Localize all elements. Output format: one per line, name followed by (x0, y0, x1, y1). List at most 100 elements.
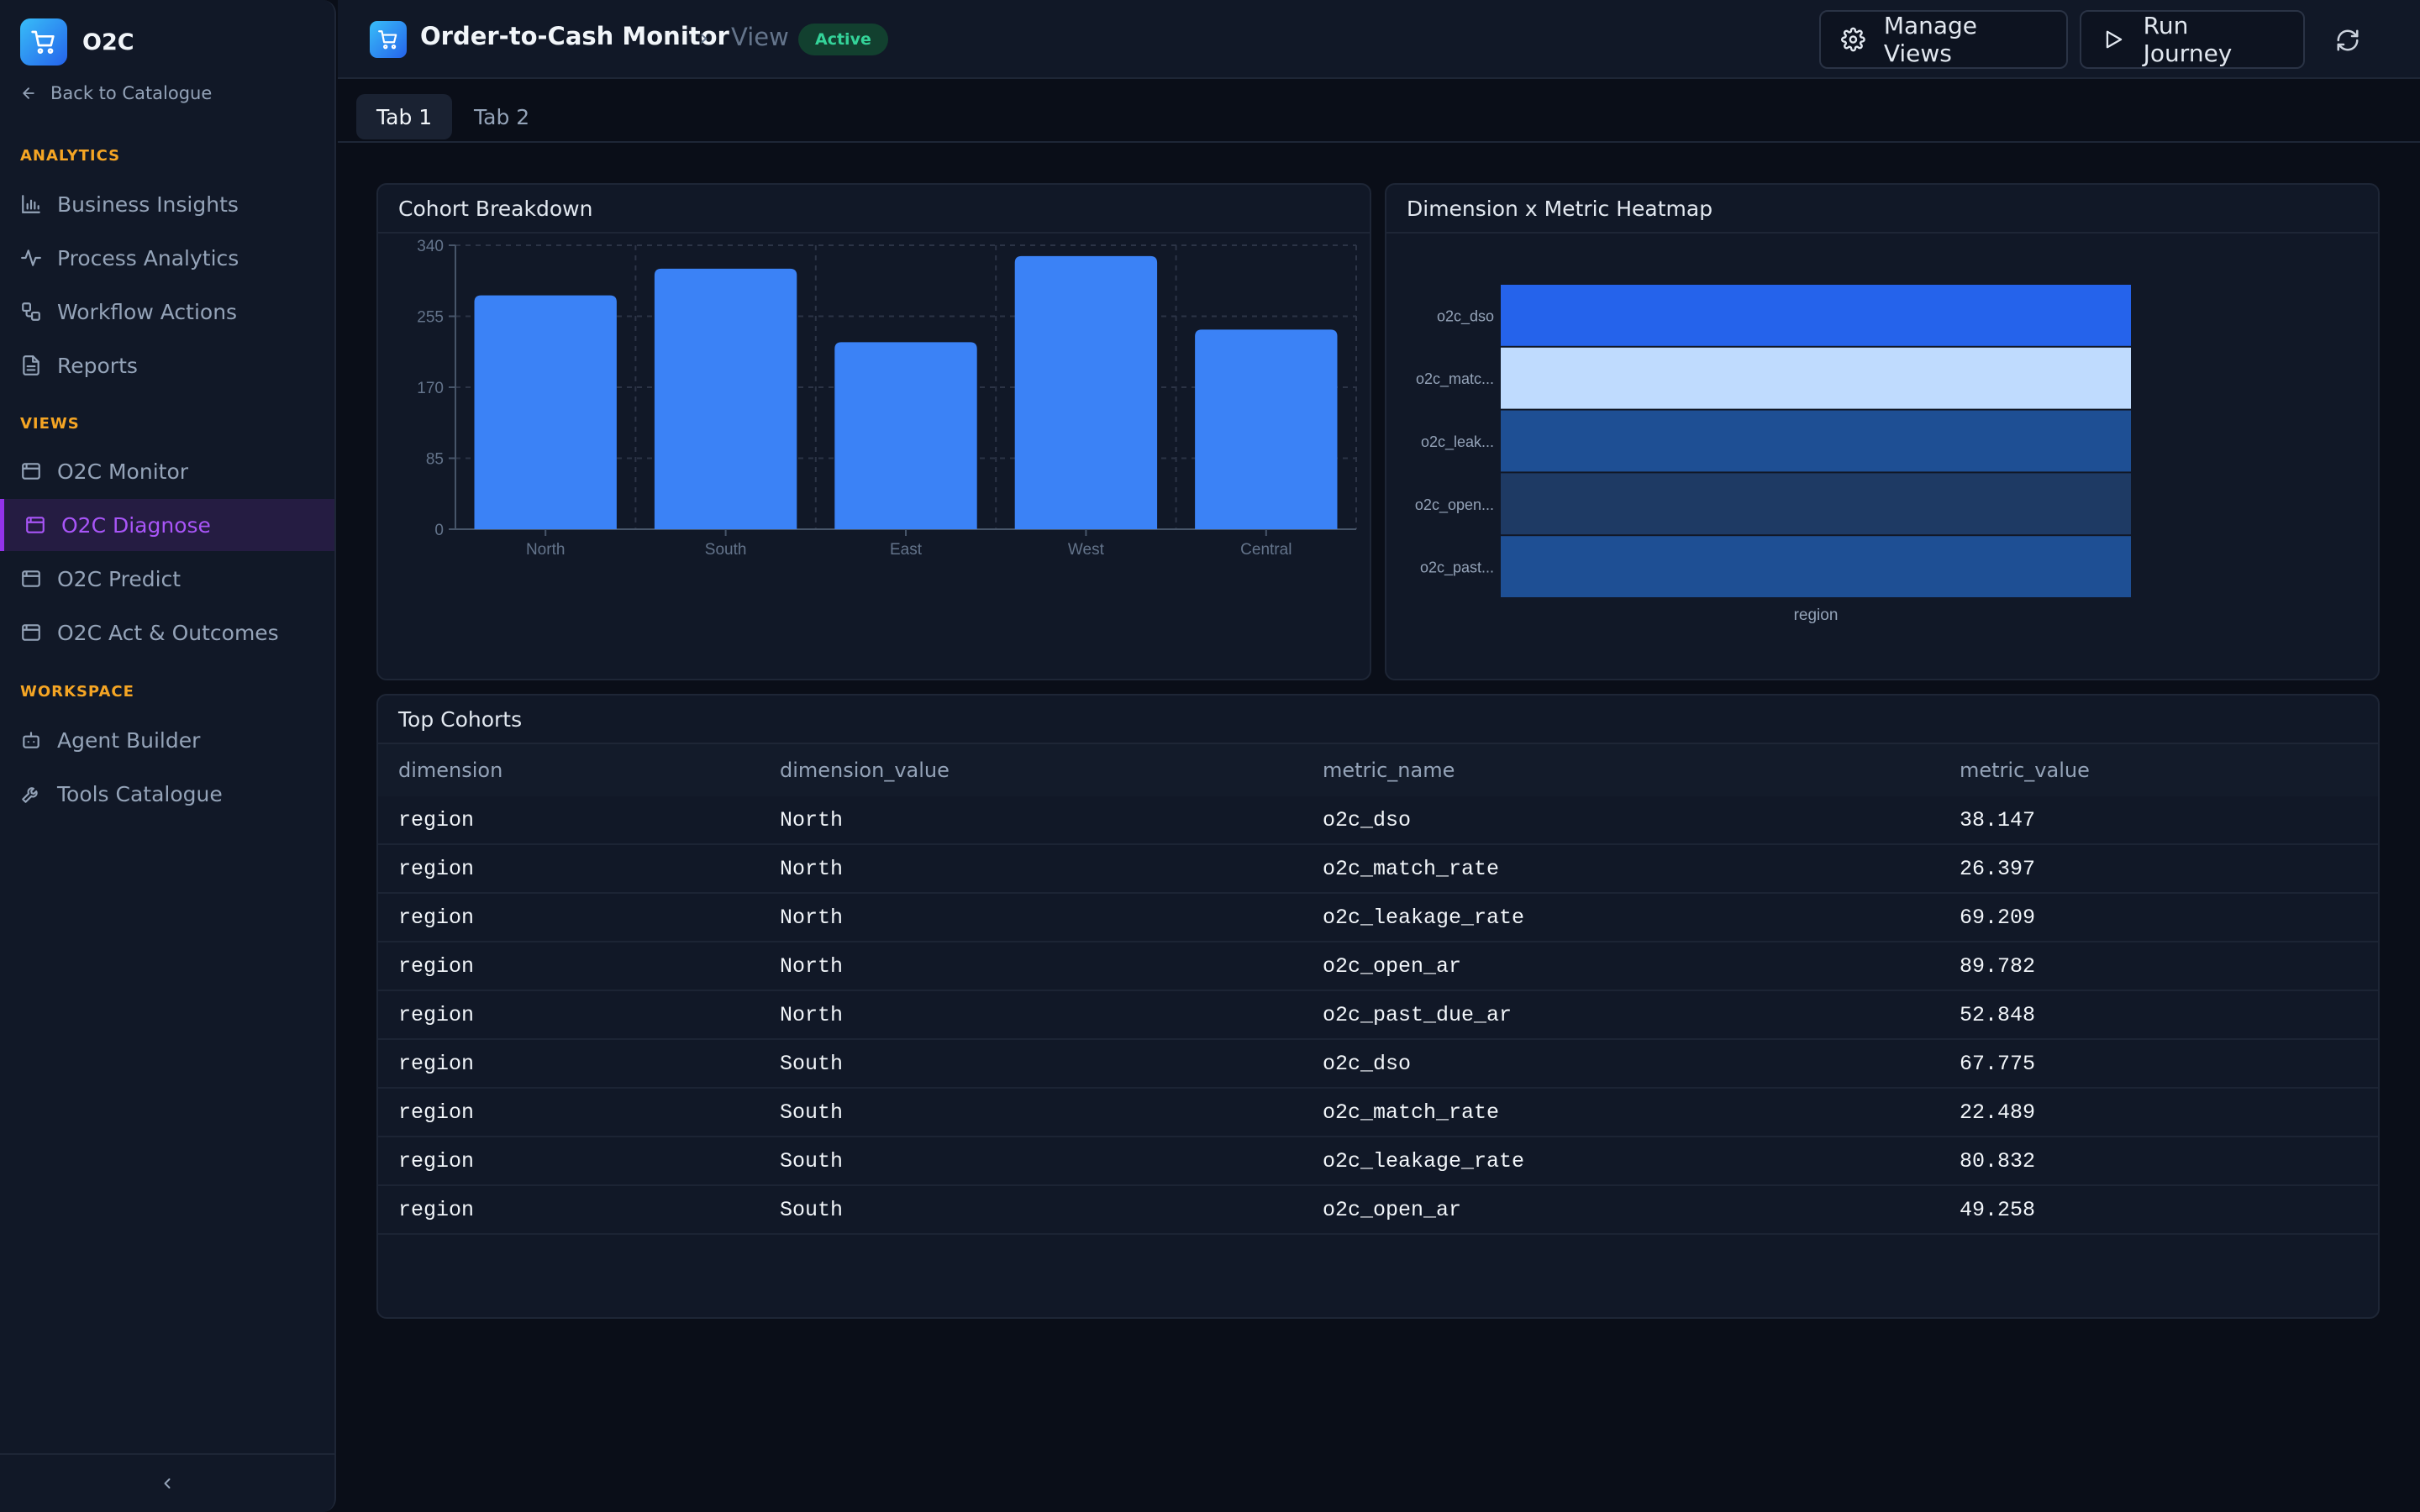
cell-dimension-value: North (780, 857, 844, 881)
y-tick-label: 340 (417, 238, 444, 255)
page-title: Order-to-Cash Monitor (420, 22, 729, 50)
y-tick-label: 85 (426, 451, 444, 469)
card-divider (378, 743, 2378, 744)
cell-metric-value: 38.147 (1960, 808, 2036, 832)
heatmap-cell[interactable] (1501, 473, 2131, 535)
table-row[interactable]: region North o2c_match_rate 26.397 (378, 845, 2378, 894)
report-icon (23, 355, 39, 375)
cell-dimension: region (398, 1052, 475, 1076)
heatmap: o2c_dso o2c_matc... o2c_leak... o2c_open...… (1415, 285, 2131, 624)
collapse-sidebar-button[interactable] (0, 1453, 334, 1512)
section-label-analytics: ANALYTICS (20, 147, 121, 165)
refresh-icon (2337, 29, 2359, 51)
bar-central[interactable] (1195, 329, 1338, 529)
table-row[interactable]: region South o2c_match_rate 22.489 (378, 1089, 2378, 1137)
x-tick-label: Central (1240, 541, 1292, 559)
heatmap-x-label: region (1794, 606, 1839, 624)
x-tick-label: East (890, 541, 923, 559)
sidebar-item-label: Process Analytics (57, 245, 239, 270)
column-header-metric-name[interactable]: metric_name (1323, 759, 1455, 782)
bot-icon (23, 732, 39, 748)
table-row[interactable]: region South o2c_dso 67.775 (378, 1040, 2378, 1089)
cell-dimension-value: South (780, 1198, 844, 1222)
heatmap-cell[interactable] (1501, 536, 2131, 597)
cell-metric-name: o2c_open_ar (1323, 1198, 1462, 1222)
cell-metric-name: o2c_match_rate (1323, 1100, 1500, 1125)
table-row[interactable]: region North o2c_open_ar 89.782 (378, 942, 2378, 991)
heatmap-cell[interactable] (1501, 285, 2131, 346)
sidebar-item-o2c-diagnose[interactable]: O2C Diagnose (0, 499, 334, 551)
sidebar-item-workflow-actions[interactable]: Workflow Actions (0, 286, 334, 338)
bar-south[interactable] (654, 268, 797, 529)
table-row[interactable]: region South o2c_leakage_rate 80.832 (378, 1137, 2378, 1186)
window-icon (22, 570, 40, 587)
section-label-workspace: WORKSPACE (20, 683, 134, 701)
section-label-views: VIEWS (20, 415, 80, 433)
cell-metric-value: 80.832 (1960, 1149, 2036, 1173)
column-header-dimension-value[interactable]: dimension_value (780, 759, 950, 782)
heatmap-cell[interactable] (1501, 347, 2131, 409)
sidebar-item-o2c-act-outcomes[interactable]: O2C Act & Outcomes (0, 606, 334, 659)
sidebar-item-label: O2C Monitor (57, 459, 189, 484)
gear-icon (1841, 27, 1865, 52)
window-icon (22, 463, 40, 480)
bar-east[interactable] (834, 342, 977, 529)
cell-dimension: region (398, 906, 475, 930)
sidebar-item-o2c-predict[interactable]: O2C Predict (0, 553, 334, 605)
activity-icon (21, 249, 41, 266)
back-label: Back to Catalogue (50, 83, 213, 103)
cell-metric-value: 52.848 (1960, 1003, 2036, 1027)
run-journey-button[interactable]: Run Journey (2080, 10, 2305, 69)
x-tick-label: South (705, 541, 747, 559)
play-icon (2106, 30, 2123, 49)
bar-west[interactable] (1014, 255, 1158, 529)
column-header-metric-value[interactable]: metric_value (1960, 759, 2090, 782)
cell-metric-name: o2c_dso (1323, 1052, 1412, 1076)
bar-north[interactable] (474, 295, 617, 529)
tab-1[interactable]: Tab 1 (356, 94, 453, 139)
cell-metric-value: 26.397 (1960, 857, 2036, 881)
back-to-catalogue-link[interactable]: Back to Catalogue (20, 81, 212, 106)
table-row[interactable]: region North o2c_past_due_ar 52.848 (378, 991, 2378, 1040)
sidebar-item-o2c-monitor[interactable]: O2C Monitor (0, 445, 334, 497)
sidebar-item-tools-catalogue[interactable]: Tools Catalogue (0, 768, 334, 820)
run-journey-label: Run Journey (2143, 12, 2233, 67)
tab-2[interactable]: Tab 2 (474, 104, 530, 129)
bar-chart: 0 85 170 255 340 North South East West Central (417, 238, 1357, 559)
sidebar-item-label: Business Insights (57, 192, 239, 217)
cell-metric-name: o2c_leakage_rate (1323, 1149, 1525, 1173)
heatmap-cell[interactable] (1501, 410, 2131, 472)
table-row[interactable]: region North o2c_dso 38.147 (378, 796, 2378, 845)
breadcrumb-view[interactable]: View (731, 23, 789, 51)
cell-metric-value: 69.209 (1960, 906, 2036, 930)
heatmap-row-label: o2c_open... (1415, 496, 1494, 514)
brand[interactable]: O2C (20, 18, 134, 66)
cell-dimension-value: North (780, 1003, 844, 1027)
top-cohorts-card: Top Cohorts dimension dimension_value me… (376, 694, 2380, 1319)
cell-metric-name: o2c_dso (1323, 808, 1412, 832)
cell-metric-value: 49.258 (1960, 1198, 2036, 1222)
sidebar-item-label: Reports (57, 353, 138, 378)
chevron-left-icon (164, 1478, 171, 1488)
sidebar-item-label: O2C Predict (57, 566, 182, 591)
sidebar-item-label: O2C Act & Outcomes (57, 620, 279, 645)
y-tick-label: 0 (434, 522, 444, 539)
top-header: Order-to-Cash Monitor › View Active Mana… (338, 0, 2420, 79)
sidebar-item-process-analytics[interactable]: Process Analytics (0, 232, 334, 284)
sidebar-item-reports[interactable]: Reports (0, 339, 334, 391)
cell-dimension: region (398, 857, 475, 881)
column-header-dimension[interactable]: dimension (398, 759, 503, 782)
heatmap-row-label: o2c_matc... (1416, 370, 1494, 388)
cell-dimension-value: South (780, 1149, 844, 1173)
cell-metric-name: o2c_past_due_ar (1323, 1003, 1512, 1027)
sidebar-item-agent-builder[interactable]: Agent Builder (0, 714, 334, 766)
sidebar-item-business-insights[interactable]: Business Insights (0, 178, 334, 230)
table-row[interactable]: region South o2c_open_ar 49.258 (378, 1186, 2378, 1235)
manage-views-button[interactable]: Manage Views (1819, 10, 2068, 69)
manage-views-label: Manage Views (1883, 12, 1978, 67)
y-tick-label: 255 (417, 309, 444, 327)
sidebar-item-label: Workflow Actions (57, 299, 238, 324)
refresh-button[interactable] (2329, 22, 2366, 59)
table-row[interactable]: region North o2c_leakage_rate 69.209 (378, 894, 2378, 942)
bar-chart-icon (22, 195, 40, 213)
